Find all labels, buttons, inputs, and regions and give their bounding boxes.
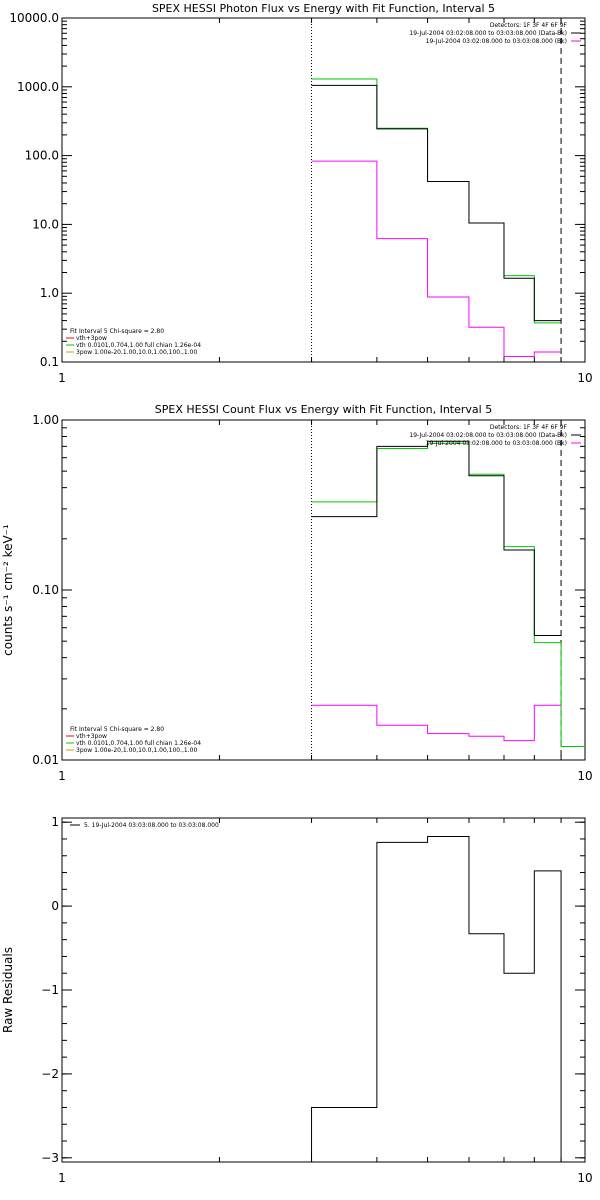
legend-upper-text: Detectors: 1F 3F 4F 6F 9F <box>490 424 568 431</box>
series-line-1 <box>311 442 585 748</box>
y-tick-label: −2 <box>41 1067 59 1081</box>
chart-title: SPEX HESSI Count Flux vs Energy with Fit… <box>155 403 492 416</box>
series-line-1 <box>311 78 562 324</box>
x-tick-label: 10 <box>577 769 592 783</box>
y-tick-label: 100.0 <box>25 149 59 163</box>
legend-lower-text: vth+3pow <box>76 335 107 342</box>
x-tick-label: 1 <box>58 1171 66 1185</box>
legend-lower-text: Fit Interval 5 Chi-square = 2.80 <box>70 726 164 733</box>
x-tick-label: 1 <box>58 371 66 385</box>
y-tick-label: 1000.0 <box>17 80 59 94</box>
series-line-2 <box>311 440 562 636</box>
legend-upper-text: 5. 19-Jul-2004 03:03:08.000 to 03:03:08.… <box>84 822 219 829</box>
y-axis-label: Raw Residuals <box>1 947 15 1033</box>
y-tick-label: 10.0 <box>32 217 59 231</box>
chart-title: SPEX HESSI Photon Flux vs Energy with Fi… <box>152 2 495 15</box>
y-tick-label: 0.1 <box>40 355 59 369</box>
series-line-3 <box>311 704 562 742</box>
y-tick-label: 1 <box>51 815 59 829</box>
y-tick-label: −3 <box>41 1151 59 1165</box>
legend-upper-text: 19-Jul-2004 03:02:08.000 to 03:03:08.000… <box>409 432 567 439</box>
series-line-3 <box>311 160 562 358</box>
y-tick-label: 10000.0 <box>9 11 59 25</box>
legend-lower-text: vth 0.0101,0.704,1.00 full chian 1.26e-0… <box>76 740 201 747</box>
y-tick-label: 1.0 <box>40 286 59 300</box>
plot-frame <box>61 419 586 761</box>
legend-upper-text: 19-Jul-2004 03:02:08.000 to 03:03:08.000… <box>426 440 567 447</box>
legend-lower-text: Fit Interval 5 Chi-square = 2.80 <box>70 328 164 335</box>
y-tick-label: −1 <box>41 983 59 997</box>
plot-frame <box>61 817 586 1163</box>
panel-1: SPEX HESSI Photon Flux vs Energy with Fi… <box>9 2 592 385</box>
series-line-2 <box>311 84 562 322</box>
y-tick-label: 0 <box>51 899 59 913</box>
series-line-1 <box>311 835 562 1162</box>
legend-lower-text: vth+3pow <box>76 733 107 740</box>
x-tick-label: 10 <box>577 1171 592 1185</box>
legend-upper-text: 19-Jul-2004 03:02:08.000 to 03:03:08.000… <box>426 38 567 45</box>
legend-lower-text: 3pow 1.00e-20,1.00,10.0,1.00,100.,1.00 <box>76 747 197 754</box>
panel-2: SPEX HESSI Count Flux vs Energy with Fit… <box>1 403 593 783</box>
legend-upper-text: Detectors: 1F 3F 4F 6F 9F <box>490 22 568 29</box>
x-tick-label: 10 <box>577 371 592 385</box>
y-axis-label: counts s⁻¹ cm⁻² keV⁻¹ <box>1 524 15 656</box>
legend-upper-text: 19-Jul-2004 03:02:08.000 to 03:03:08.000… <box>409 30 567 37</box>
y-tick-label: 0.10 <box>32 583 59 597</box>
y-tick-label: 1.00 <box>32 413 59 427</box>
x-tick-label: 1 <box>58 769 66 783</box>
legend-lower-text: 3pow 1.00e-20,1.00,10.0,1.00,100.,1.00 <box>76 349 197 356</box>
legend-lower-text: vth 0.0101,0.704,1.00 full chian 1.26e-0… <box>76 342 201 349</box>
y-tick-label: 0.01 <box>32 753 59 767</box>
plot-frame <box>61 17 586 363</box>
